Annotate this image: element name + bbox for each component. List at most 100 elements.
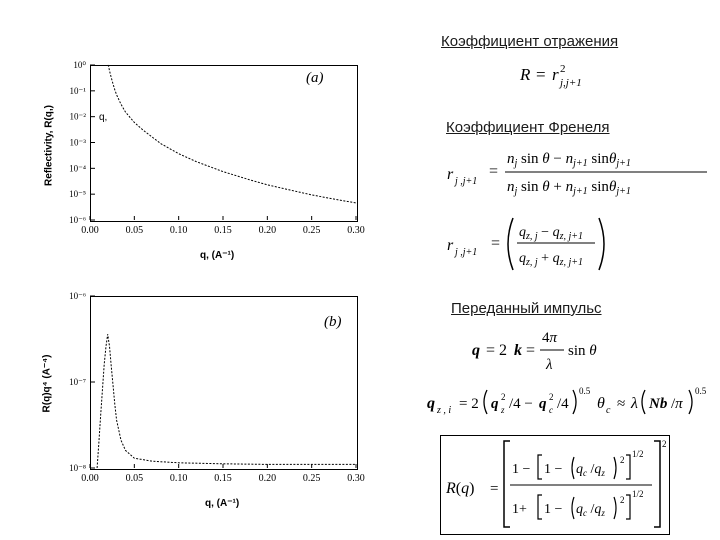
formula-momentum: q = 2 k = 4π λ sin θ xyxy=(472,330,597,373)
formula-qzj: q z , i = 2 q 2 z /4 − q 2 c /4 0.5 xyxy=(427,386,590,416)
plot-a-frame xyxy=(90,65,358,222)
svg-text:q: q xyxy=(427,395,435,412)
plot-b-xtick-label: 0.10 xyxy=(170,473,188,484)
svg-text:R(q): R(q) xyxy=(445,480,474,497)
plot-b-xtick-label: 0.05 xyxy=(126,473,144,484)
svg-text:r: r xyxy=(552,65,559,84)
svg-text:R: R xyxy=(519,65,531,84)
svg-text:j ,j+1: j ,j+1 xyxy=(453,247,477,258)
svg-text:sin θ: sin θ xyxy=(568,343,597,359)
svg-text:/4 −: /4 − xyxy=(509,396,533,412)
plot-b-xtick-label: 0.15 xyxy=(214,473,232,484)
svg-text:2: 2 xyxy=(501,392,506,402)
svg-text:=: = xyxy=(490,481,498,497)
svg-text:0.5: 0.5 xyxy=(695,386,707,396)
plot-b-ytick-label: 10⁻⁶ xyxy=(69,291,86,301)
plot-b-panel-label: (b) xyxy=(324,314,342,330)
plot-a-ylabel: Reflectivity, R(q,) xyxy=(43,105,55,186)
svg-text:r: r xyxy=(447,237,454,254)
svg-text:λ: λ xyxy=(545,357,553,373)
svg-text:θ: θ xyxy=(597,395,605,412)
svg-text:= 2: = 2 xyxy=(459,396,479,412)
svg-text:nj sin θ + nj+1 sinθj+1: nj sin θ + nj+1 sinθj+1 xyxy=(507,179,631,197)
svg-text:qc /qz: qc /qz xyxy=(576,502,605,518)
formula-R-of-q: R(q) = 1 − 1 − qc /qz 2 1/2 1+ 1 − qc /q… xyxy=(440,435,670,535)
svg-text:=: = xyxy=(489,163,498,180)
svg-text:2: 2 xyxy=(549,392,554,402)
svg-text:Nb: Nb xyxy=(648,396,668,412)
svg-text:=: = xyxy=(526,342,535,359)
svg-text:q: q xyxy=(472,342,480,359)
plot-b-series-line xyxy=(96,334,356,469)
svg-text:1 −: 1 − xyxy=(544,502,563,517)
svg-text:0.5: 0.5 xyxy=(579,386,590,396)
svg-text:q: q xyxy=(491,396,499,412)
svg-text:k: k xyxy=(514,342,522,359)
plot-a-xtick-label: 0.10 xyxy=(170,225,188,236)
plot-b-xlabel: q, (A⁻¹) xyxy=(205,498,240,509)
plot-a-ytick-label: 10⁻⁴ xyxy=(69,163,86,173)
svg-text:=: = xyxy=(491,235,500,252)
plot-b-xtick-label: 0.00 xyxy=(81,473,99,484)
plot-a-panel-label: (a) xyxy=(306,70,324,86)
plot-a-annotation: q, xyxy=(99,112,108,123)
svg-text:qz, j − qz, j+1: qz, j − qz, j+1 xyxy=(519,225,583,242)
plot-b-frame xyxy=(90,296,358,470)
svg-text:r: r xyxy=(447,166,454,183)
plot-a-series-line xyxy=(107,64,357,204)
formula-reflectance: R = r 2 j,j+1 xyxy=(519,63,582,89)
plot-a-ytick-label: 10⁰ xyxy=(73,60,86,70)
svg-text:q: q xyxy=(539,396,547,412)
svg-text:1+: 1+ xyxy=(512,502,527,517)
plot-b-ytick-label: 10⁻⁸ xyxy=(69,463,86,473)
heading-fresnel: Коэффициент Френеля xyxy=(446,119,610,136)
formula-fresnel-angle: r j ,j+1 = nj sin θ − nj+1 sinθj+1 nj si… xyxy=(447,151,707,197)
svg-text:qc /qz: qc /qz xyxy=(576,462,605,478)
plot-a-ytick-label: 10⁻⁶ xyxy=(69,215,86,225)
svg-text:/4: /4 xyxy=(557,396,569,412)
plot-b-xtick-label: 0.25 xyxy=(303,473,321,484)
svg-text:1 −: 1 − xyxy=(544,462,563,477)
svg-text:≈: ≈ xyxy=(617,396,625,412)
plot-a-ytick-label: 10⁻⁵ xyxy=(69,189,86,199)
svg-text:z , i: z , i xyxy=(436,405,451,416)
heading-reflection: Коэффициент отражения xyxy=(441,33,619,50)
svg-text:qz, j + qz, j+1: qz, j + qz, j+1 xyxy=(519,251,583,268)
svg-text:nj sin θ − nj+1 sinθj+1: nj sin θ − nj+1 sinθj+1 xyxy=(507,151,631,169)
svg-text:2: 2 xyxy=(620,455,625,465)
svg-text:2: 2 xyxy=(620,495,625,505)
svg-text:= 2: = 2 xyxy=(486,342,507,359)
svg-text:λ: λ xyxy=(630,395,638,412)
plot-a-xtick-label: 0.25 xyxy=(303,225,321,236)
heading-momentum: Переданный импульс xyxy=(451,300,602,317)
svg-text:=: = xyxy=(536,65,546,84)
plot-a-xtick-label: 0.30 xyxy=(347,225,365,236)
svg-text:2: 2 xyxy=(560,63,566,75)
svg-text:z: z xyxy=(500,405,505,415)
formula-theta-c: θ c ≈ λ Nb /π 0.5 xyxy=(597,386,707,416)
formula-fresnel-q: r j ,j+1 = qz, j − qz, j+1 qz, j + qz, j… xyxy=(447,217,605,271)
svg-text:j,j+1: j,j+1 xyxy=(558,77,582,89)
svg-text:c: c xyxy=(606,405,611,416)
plot-b-xtick-label: 0.20 xyxy=(259,473,277,484)
plot-a-xtick-label: 0.15 xyxy=(214,225,232,236)
svg-text:1/2: 1/2 xyxy=(632,489,644,499)
svg-text:1 −: 1 − xyxy=(512,462,531,477)
svg-text:4π: 4π xyxy=(542,330,558,346)
plot-a-xlabel: q, (A⁻¹) xyxy=(200,250,235,261)
plot-a-ytick-label: 10⁻³ xyxy=(70,138,87,148)
plot-a-xtick-label: 0.05 xyxy=(126,225,144,236)
plot-a-ytick-label: 10⁻² xyxy=(70,112,87,122)
svg-text:c: c xyxy=(549,405,553,415)
svg-text:1/2: 1/2 xyxy=(632,449,644,459)
plot-b-ylabel: R(q)q⁴ (A⁻⁴) xyxy=(41,354,53,413)
plot-a-ytick-label: 10⁻¹ xyxy=(70,86,87,96)
plot-b-xtick-label: 0.30 xyxy=(347,473,365,484)
plot-a-xtick-label: 0.00 xyxy=(81,225,99,236)
svg-text:/π: /π xyxy=(671,396,683,412)
svg-text:2: 2 xyxy=(662,439,667,449)
svg-text:j ,j+1: j ,j+1 xyxy=(453,176,477,187)
plot-a-xtick-label: 0.20 xyxy=(259,225,277,236)
plot-b-ytick-label: 10⁻⁷ xyxy=(69,377,86,387)
